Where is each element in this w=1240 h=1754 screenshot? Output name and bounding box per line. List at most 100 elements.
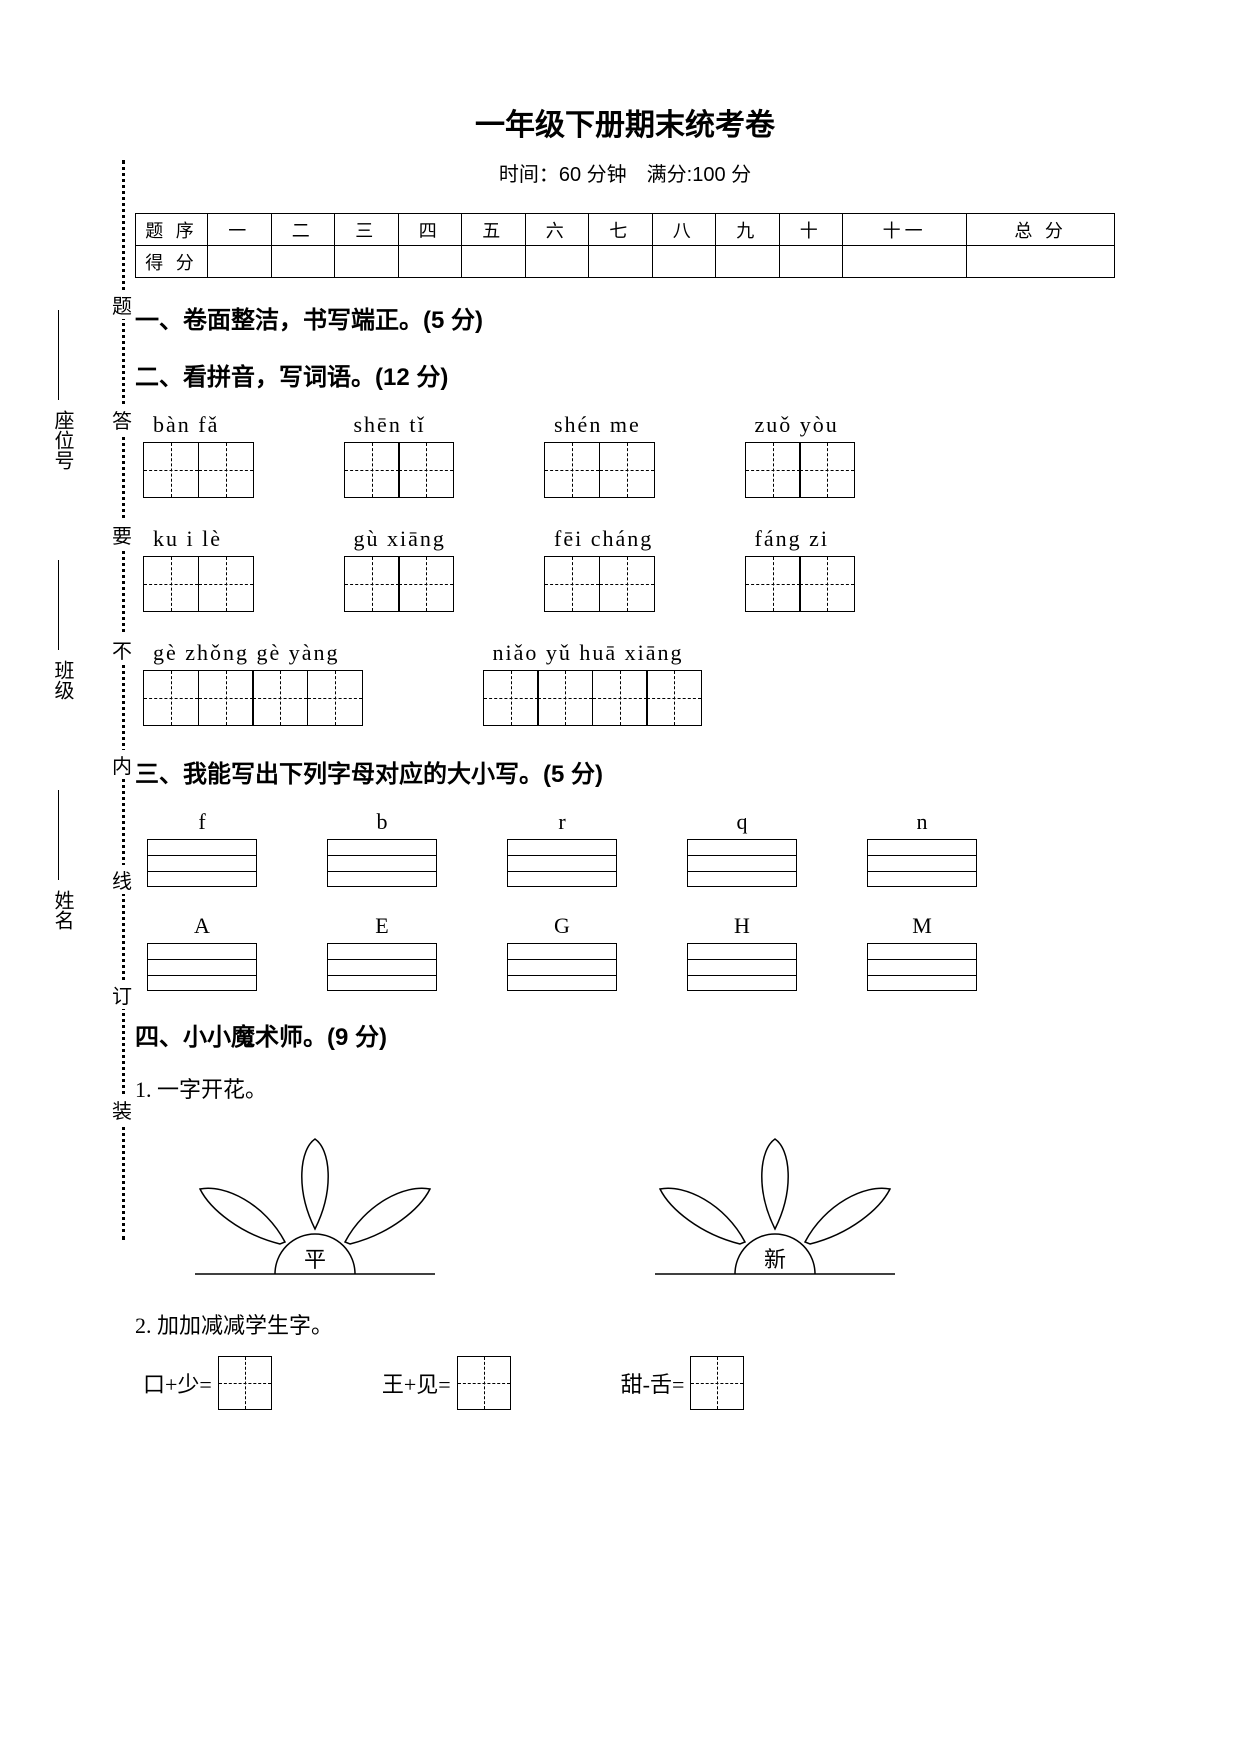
char-box[interactable]	[344, 442, 400, 498]
page-subtitle: 时间：60 分钟 满分:100 分	[135, 158, 1115, 187]
pinyin-item: bàn fǎ	[143, 412, 254, 498]
char-box[interactable]	[198, 442, 254, 498]
four-line-box[interactable]	[867, 839, 977, 887]
flower-center-char: 新	[764, 1242, 786, 1274]
addsub-item: 口+少=	[143, 1356, 272, 1410]
four-line-box[interactable]	[327, 839, 437, 887]
char-box[interactable]	[646, 670, 702, 726]
char-box[interactable]	[799, 556, 855, 612]
addsub-item: 甜-舌=	[621, 1356, 745, 1410]
score-table: 题 序 一 二 三 四 五 六 七 八 九 十 十一 总 分 得 分	[135, 213, 1115, 278]
char-box[interactable]	[344, 556, 400, 612]
pinyin-item: fáng zi	[745, 526, 856, 612]
td[interactable]	[589, 246, 653, 278]
th: 二	[271, 214, 335, 246]
th: 四	[398, 214, 462, 246]
char-box[interactable]	[483, 670, 539, 726]
td[interactable]	[843, 246, 967, 278]
td[interactable]	[271, 246, 335, 278]
binding-dots	[122, 160, 125, 1240]
char-box[interactable]	[537, 670, 593, 726]
pinyin-item: gù xiāng	[344, 526, 455, 612]
char-box[interactable]	[307, 670, 363, 726]
binding-char: 不	[112, 635, 132, 664]
td[interactable]	[967, 246, 1115, 278]
info-underline	[58, 310, 59, 400]
pinyin-label: gè zhǒng gè yàng	[143, 640, 340, 666]
char-box[interactable]	[544, 556, 600, 612]
char-box[interactable]	[198, 556, 254, 612]
char-box[interactable]	[398, 442, 454, 498]
section-3-heading: 三、我能写出下列字母对应的大小写。(5 分)	[135, 754, 1115, 789]
info-label: 姓名	[51, 890, 73, 930]
char-box[interactable]	[745, 442, 801, 498]
th: 总 分	[967, 214, 1115, 246]
section-1-heading: 一、卷面整洁，书写端正。(5 分)	[135, 300, 1115, 335]
char-box[interactable]	[252, 670, 308, 726]
char-box[interactable]	[143, 442, 199, 498]
char-boxes	[143, 442, 254, 498]
pinyin-label: zuǒ yòu	[745, 412, 839, 438]
letter-label: n	[917, 809, 928, 835]
flower-diagram: 平	[185, 1134, 445, 1284]
four-line-box[interactable]	[327, 943, 437, 991]
td[interactable]	[462, 246, 526, 278]
char-box[interactable]	[544, 442, 600, 498]
char-box[interactable]	[599, 442, 655, 498]
letter-label: q	[737, 809, 748, 835]
char-box[interactable]	[398, 556, 454, 612]
th: 五	[462, 214, 526, 246]
char-box[interactable]	[745, 556, 801, 612]
binding-char: 答	[112, 405, 132, 434]
letter-label: A	[194, 913, 210, 939]
td[interactable]	[208, 246, 272, 278]
td[interactable]	[335, 246, 399, 278]
binding-char: 线	[112, 865, 132, 894]
pinyin-item: shēn tǐ	[344, 412, 455, 498]
four-line-box[interactable]	[147, 943, 257, 991]
binding-char: 内	[112, 750, 132, 779]
four-line-box[interactable]	[507, 839, 617, 887]
char-box[interactable]	[198, 670, 254, 726]
td[interactable]	[398, 246, 462, 278]
th: 十	[779, 214, 843, 246]
letter-label: f	[198, 809, 205, 835]
pinyin-label: niǎo yǔ huā xiāng	[483, 640, 684, 666]
addsub-expression: 口+少=	[143, 1367, 212, 1399]
pinyin-item: ku i lè	[143, 526, 254, 612]
char-box[interactable]	[143, 670, 199, 726]
td[interactable]	[779, 246, 843, 278]
four-line-box[interactable]	[867, 943, 977, 991]
td[interactable]	[716, 246, 780, 278]
info-name: 姓名	[48, 890, 77, 930]
four-line-box[interactable]	[147, 839, 257, 887]
letter-label: E	[375, 913, 388, 939]
four-line-box[interactable]	[687, 943, 797, 991]
th: 七	[589, 214, 653, 246]
pinyin-label: fēi cháng	[544, 526, 653, 552]
pinyin-label: fáng zi	[745, 526, 829, 552]
binding-char: 题	[112, 290, 132, 319]
char-box[interactable]	[457, 1356, 511, 1410]
td[interactable]	[652, 246, 716, 278]
binding-line: 题 答 要 不 内 线 订 装	[108, 160, 138, 1240]
char-box[interactable]	[599, 556, 655, 612]
four-line-box[interactable]	[687, 839, 797, 887]
page-content: 一年级下册期末统考卷 时间：60 分钟 满分:100 分 题 序 一 二 三 四…	[135, 100, 1115, 1410]
flower-center-char: 平	[304, 1242, 326, 1274]
addsub-expression: 甜-舌=	[621, 1367, 685, 1399]
char-box[interactable]	[143, 556, 199, 612]
th: 十一	[843, 214, 967, 246]
td: 得 分	[136, 246, 208, 278]
th: 一	[208, 214, 272, 246]
page-title: 一年级下册期末统考卷	[135, 100, 1115, 144]
four-line-box[interactable]	[507, 943, 617, 991]
binding-char: 要	[112, 520, 132, 549]
char-box[interactable]	[690, 1356, 744, 1410]
char-box[interactable]	[799, 442, 855, 498]
letter-label: M	[912, 913, 932, 939]
pinyin-label: ku i lè	[143, 526, 222, 552]
char-box[interactable]	[218, 1356, 272, 1410]
td[interactable]	[525, 246, 589, 278]
char-box[interactable]	[592, 670, 648, 726]
